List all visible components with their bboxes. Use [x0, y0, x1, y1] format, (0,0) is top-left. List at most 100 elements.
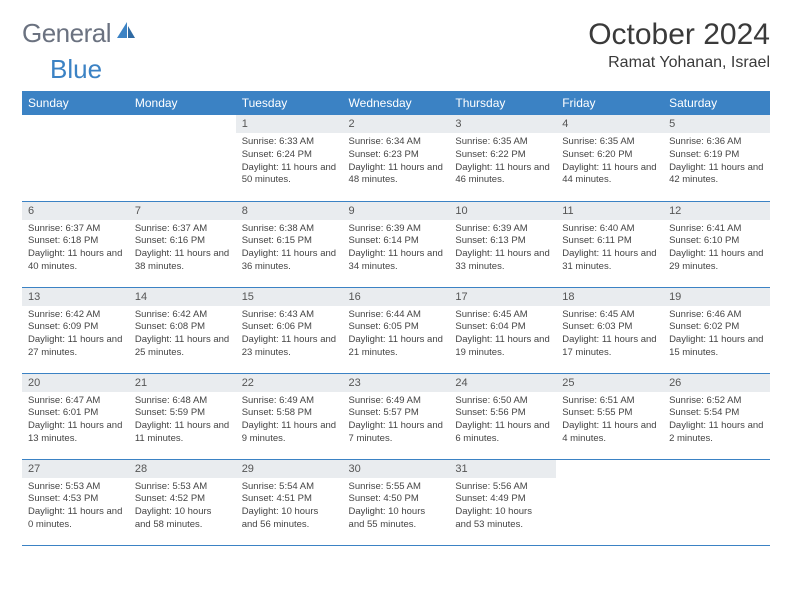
weekday-row: SundayMondayTuesdayWednesdayThursdayFrid… [22, 91, 770, 115]
day-details: Sunrise: 6:49 AMSunset: 5:57 PMDaylight:… [343, 392, 450, 449]
day-number: 9 [343, 202, 450, 220]
day-details: Sunrise: 6:40 AMSunset: 6:11 PMDaylight:… [556, 220, 663, 277]
day-cell: 30Sunrise: 5:55 AMSunset: 4:50 PMDayligh… [343, 459, 450, 545]
day-number: 31 [449, 460, 556, 478]
day-number: 20 [22, 374, 129, 392]
weekday-header: Thursday [449, 91, 556, 115]
calendar-row: 6Sunrise: 6:37 AMSunset: 6:18 PMDaylight… [22, 201, 770, 287]
calendar-table: SundayMondayTuesdayWednesdayThursdayFrid… [22, 91, 770, 546]
day-number: 1 [236, 115, 343, 133]
day-details: Sunrise: 6:35 AMSunset: 6:20 PMDaylight:… [556, 133, 663, 190]
day-cell: 6Sunrise: 6:37 AMSunset: 6:18 PMDaylight… [22, 201, 129, 287]
day-details: Sunrise: 6:36 AMSunset: 6:19 PMDaylight:… [663, 133, 770, 190]
day-cell: 23Sunrise: 6:49 AMSunset: 5:57 PMDayligh… [343, 373, 450, 459]
day-details: Sunrise: 5:54 AMSunset: 4:51 PMDaylight:… [236, 478, 343, 535]
day-cell: 31Sunrise: 5:56 AMSunset: 4:49 PMDayligh… [449, 459, 556, 545]
calendar-body: 1Sunrise: 6:33 AMSunset: 6:24 PMDaylight… [22, 115, 770, 545]
day-details: Sunrise: 6:34 AMSunset: 6:23 PMDaylight:… [343, 133, 450, 190]
brand-part1: General [22, 18, 111, 49]
weekday-header: Wednesday [343, 91, 450, 115]
day-number: 4 [556, 115, 663, 133]
day-cell: 12Sunrise: 6:41 AMSunset: 6:10 PMDayligh… [663, 201, 770, 287]
day-cell: 3Sunrise: 6:35 AMSunset: 6:22 PMDaylight… [449, 115, 556, 201]
empty-cell [663, 459, 770, 545]
day-number: 12 [663, 202, 770, 220]
day-cell: 20Sunrise: 6:47 AMSunset: 6:01 PMDayligh… [22, 373, 129, 459]
day-number: 6 [22, 202, 129, 220]
day-number: 10 [449, 202, 556, 220]
day-cell: 18Sunrise: 6:45 AMSunset: 6:03 PMDayligh… [556, 287, 663, 373]
day-details: Sunrise: 6:38 AMSunset: 6:15 PMDaylight:… [236, 220, 343, 277]
brand-part2: Blue [50, 54, 102, 84]
sail-icon [115, 20, 137, 40]
empty-cell [22, 115, 129, 201]
day-details: Sunrise: 6:44 AMSunset: 6:05 PMDaylight:… [343, 306, 450, 363]
weekday-header: Saturday [663, 91, 770, 115]
day-cell: 27Sunrise: 5:53 AMSunset: 4:53 PMDayligh… [22, 459, 129, 545]
day-details: Sunrise: 6:33 AMSunset: 6:24 PMDaylight:… [236, 133, 343, 190]
day-cell: 28Sunrise: 5:53 AMSunset: 4:52 PMDayligh… [129, 459, 236, 545]
day-number: 7 [129, 202, 236, 220]
day-details: Sunrise: 5:56 AMSunset: 4:49 PMDaylight:… [449, 478, 556, 535]
day-number: 29 [236, 460, 343, 478]
day-details: Sunrise: 6:46 AMSunset: 6:02 PMDaylight:… [663, 306, 770, 363]
day-number: 21 [129, 374, 236, 392]
day-cell: 1Sunrise: 6:33 AMSunset: 6:24 PMDaylight… [236, 115, 343, 201]
day-number: 19 [663, 288, 770, 306]
day-details: Sunrise: 5:53 AMSunset: 4:53 PMDaylight:… [22, 478, 129, 535]
day-cell: 29Sunrise: 5:54 AMSunset: 4:51 PMDayligh… [236, 459, 343, 545]
calendar-head: SundayMondayTuesdayWednesdayThursdayFrid… [22, 91, 770, 115]
day-cell: 19Sunrise: 6:46 AMSunset: 6:02 PMDayligh… [663, 287, 770, 373]
calendar-row: 20Sunrise: 6:47 AMSunset: 6:01 PMDayligh… [22, 373, 770, 459]
brand-part2-wrap: Blue [22, 54, 770, 85]
weekday-header: Tuesday [236, 91, 343, 115]
day-cell: 2Sunrise: 6:34 AMSunset: 6:23 PMDaylight… [343, 115, 450, 201]
brand-logo: General [22, 18, 137, 49]
day-cell: 9Sunrise: 6:39 AMSunset: 6:14 PMDaylight… [343, 201, 450, 287]
weekday-header: Friday [556, 91, 663, 115]
day-number: 16 [343, 288, 450, 306]
day-details: Sunrise: 6:45 AMSunset: 6:03 PMDaylight:… [556, 306, 663, 363]
day-cell: 7Sunrise: 6:37 AMSunset: 6:16 PMDaylight… [129, 201, 236, 287]
day-number: 26 [663, 374, 770, 392]
day-number: 24 [449, 374, 556, 392]
day-number: 8 [236, 202, 343, 220]
day-details: Sunrise: 6:48 AMSunset: 5:59 PMDaylight:… [129, 392, 236, 449]
day-cell: 24Sunrise: 6:50 AMSunset: 5:56 PMDayligh… [449, 373, 556, 459]
day-details: Sunrise: 6:39 AMSunset: 6:14 PMDaylight:… [343, 220, 450, 277]
day-cell: 26Sunrise: 6:52 AMSunset: 5:54 PMDayligh… [663, 373, 770, 459]
day-number: 13 [22, 288, 129, 306]
weekday-header: Sunday [22, 91, 129, 115]
day-details: Sunrise: 6:47 AMSunset: 6:01 PMDaylight:… [22, 392, 129, 449]
day-number: 2 [343, 115, 450, 133]
weekday-header: Monday [129, 91, 236, 115]
day-cell: 10Sunrise: 6:39 AMSunset: 6:13 PMDayligh… [449, 201, 556, 287]
day-details: Sunrise: 6:39 AMSunset: 6:13 PMDaylight:… [449, 220, 556, 277]
day-number: 17 [449, 288, 556, 306]
day-details: Sunrise: 6:42 AMSunset: 6:08 PMDaylight:… [129, 306, 236, 363]
calendar-row: 27Sunrise: 5:53 AMSunset: 4:53 PMDayligh… [22, 459, 770, 545]
day-cell: 22Sunrise: 6:49 AMSunset: 5:58 PMDayligh… [236, 373, 343, 459]
day-number: 3 [449, 115, 556, 133]
day-cell: 17Sunrise: 6:45 AMSunset: 6:04 PMDayligh… [449, 287, 556, 373]
day-cell: 11Sunrise: 6:40 AMSunset: 6:11 PMDayligh… [556, 201, 663, 287]
day-number: 5 [663, 115, 770, 133]
day-details: Sunrise: 6:37 AMSunset: 6:16 PMDaylight:… [129, 220, 236, 277]
day-details: Sunrise: 6:43 AMSunset: 6:06 PMDaylight:… [236, 306, 343, 363]
day-cell: 16Sunrise: 6:44 AMSunset: 6:05 PMDayligh… [343, 287, 450, 373]
day-details: Sunrise: 6:45 AMSunset: 6:04 PMDaylight:… [449, 306, 556, 363]
day-number: 15 [236, 288, 343, 306]
day-cell: 5Sunrise: 6:36 AMSunset: 6:19 PMDaylight… [663, 115, 770, 201]
day-number: 18 [556, 288, 663, 306]
day-cell: 21Sunrise: 6:48 AMSunset: 5:59 PMDayligh… [129, 373, 236, 459]
day-details: Sunrise: 6:51 AMSunset: 5:55 PMDaylight:… [556, 392, 663, 449]
empty-cell [129, 115, 236, 201]
day-cell: 15Sunrise: 6:43 AMSunset: 6:06 PMDayligh… [236, 287, 343, 373]
day-number: 25 [556, 374, 663, 392]
day-cell: 4Sunrise: 6:35 AMSunset: 6:20 PMDaylight… [556, 115, 663, 201]
month-title: October 2024 [588, 18, 770, 52]
day-number: 22 [236, 374, 343, 392]
day-details: Sunrise: 5:53 AMSunset: 4:52 PMDaylight:… [129, 478, 236, 535]
day-number: 11 [556, 202, 663, 220]
day-details: Sunrise: 6:49 AMSunset: 5:58 PMDaylight:… [236, 392, 343, 449]
